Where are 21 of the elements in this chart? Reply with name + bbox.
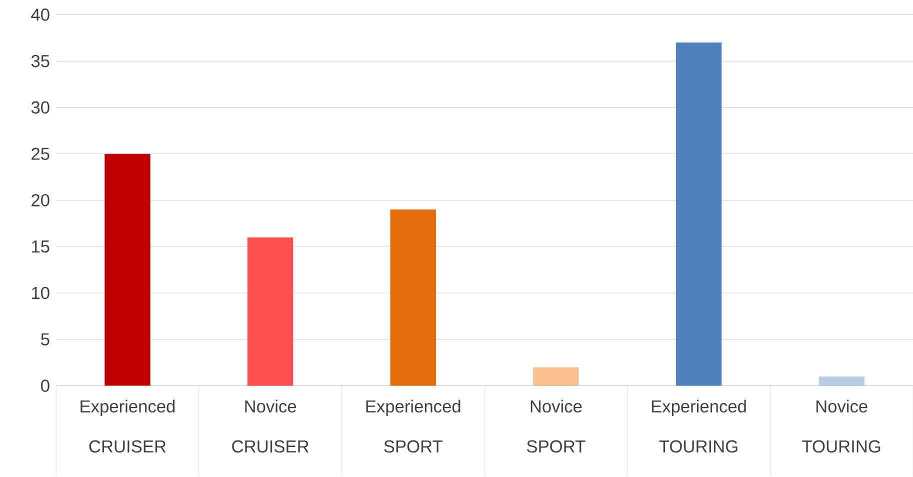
category-label: Novice SPORT <box>527 400 586 453</box>
y-tick-label: 5 <box>41 334 50 346</box>
bar <box>104 154 150 386</box>
bar <box>533 367 579 386</box>
y-tick-label: 25 <box>32 148 50 160</box>
y-tick-label: 0 <box>41 380 50 392</box>
category-label: Experienced CRUISER <box>80 400 175 453</box>
y-tick-label: 15 <box>32 240 50 253</box>
bar <box>818 376 864 386</box>
category-label: Experienced SPORT <box>366 400 460 453</box>
y-tick-label: 20 <box>32 194 50 207</box>
y-tick-label: 30 <box>31 102 50 114</box>
y-tick-label: 35 <box>31 55 50 68</box>
bar <box>676 42 722 386</box>
y-tick-label: 10 <box>32 287 50 300</box>
category-label: Novice TOURING <box>802 400 880 453</box>
bar <box>390 210 436 386</box>
category-label: Experienced TOURING <box>652 400 746 453</box>
category-label: Novice CRUISER <box>232 400 309 453</box>
bar <box>247 238 294 386</box>
y-tick-label: 40 <box>31 8 50 22</box>
